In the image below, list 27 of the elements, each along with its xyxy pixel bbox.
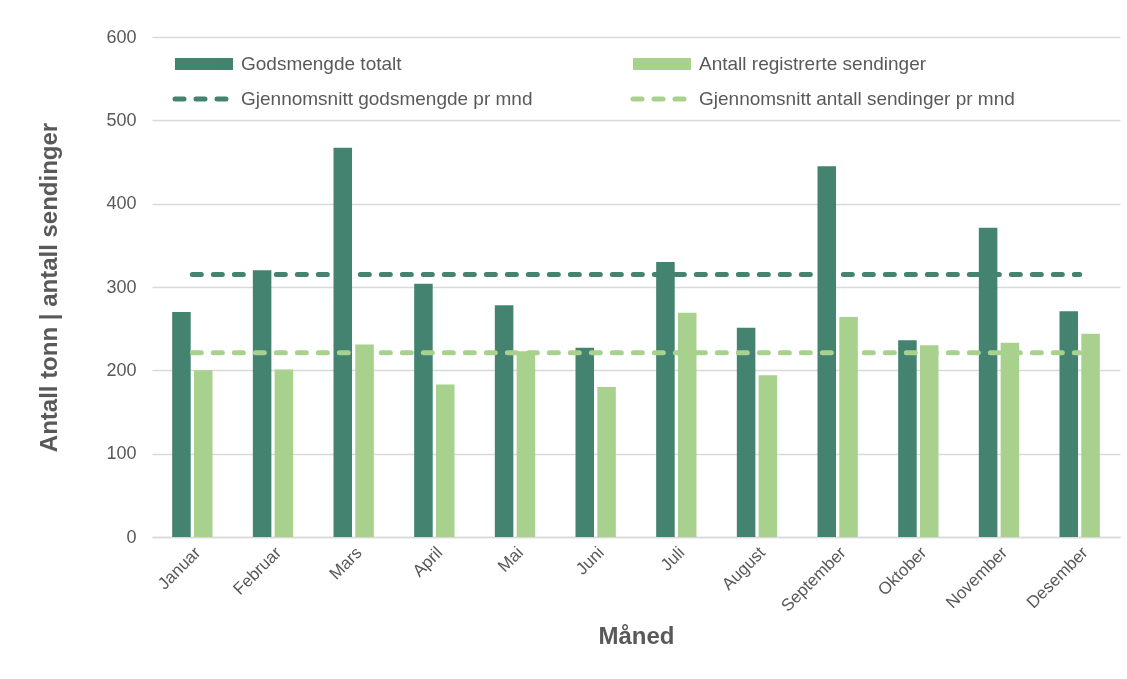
bar xyxy=(898,340,917,537)
legend-label: Gjennomsnitt antall sendinger pr mnd xyxy=(699,88,1015,109)
x-tick-label: Juli xyxy=(656,543,689,575)
bar xyxy=(1059,311,1079,537)
y-tick-label: 200 xyxy=(106,359,137,380)
bar xyxy=(172,312,191,537)
legend-label: Gjennomsnitt godsmengde pr mnd xyxy=(241,88,533,109)
bar xyxy=(736,327,756,537)
legend-label: Antall registrerte sendinger xyxy=(699,53,927,74)
y-tick-label: 400 xyxy=(106,193,137,214)
y-tick-label: 0 xyxy=(126,526,137,547)
bar xyxy=(575,347,595,537)
bar xyxy=(274,369,294,537)
y-tick-label: 600 xyxy=(106,26,137,47)
bar xyxy=(494,305,514,537)
y-axis-title: Antall tonn | antall sendinger xyxy=(35,122,63,453)
bar xyxy=(414,283,433,537)
legend-label: Godsmengde totalt xyxy=(241,53,403,74)
bar xyxy=(758,375,778,537)
bar xyxy=(193,370,213,537)
y-tick-label: 100 xyxy=(106,443,137,464)
y-tick-label: 300 xyxy=(106,276,137,297)
bar xyxy=(597,387,616,537)
y-tick-label: 500 xyxy=(106,109,137,130)
x-tick-label: Mai xyxy=(494,543,528,576)
x-axis-title: Måned xyxy=(598,621,675,649)
bar xyxy=(435,384,455,537)
